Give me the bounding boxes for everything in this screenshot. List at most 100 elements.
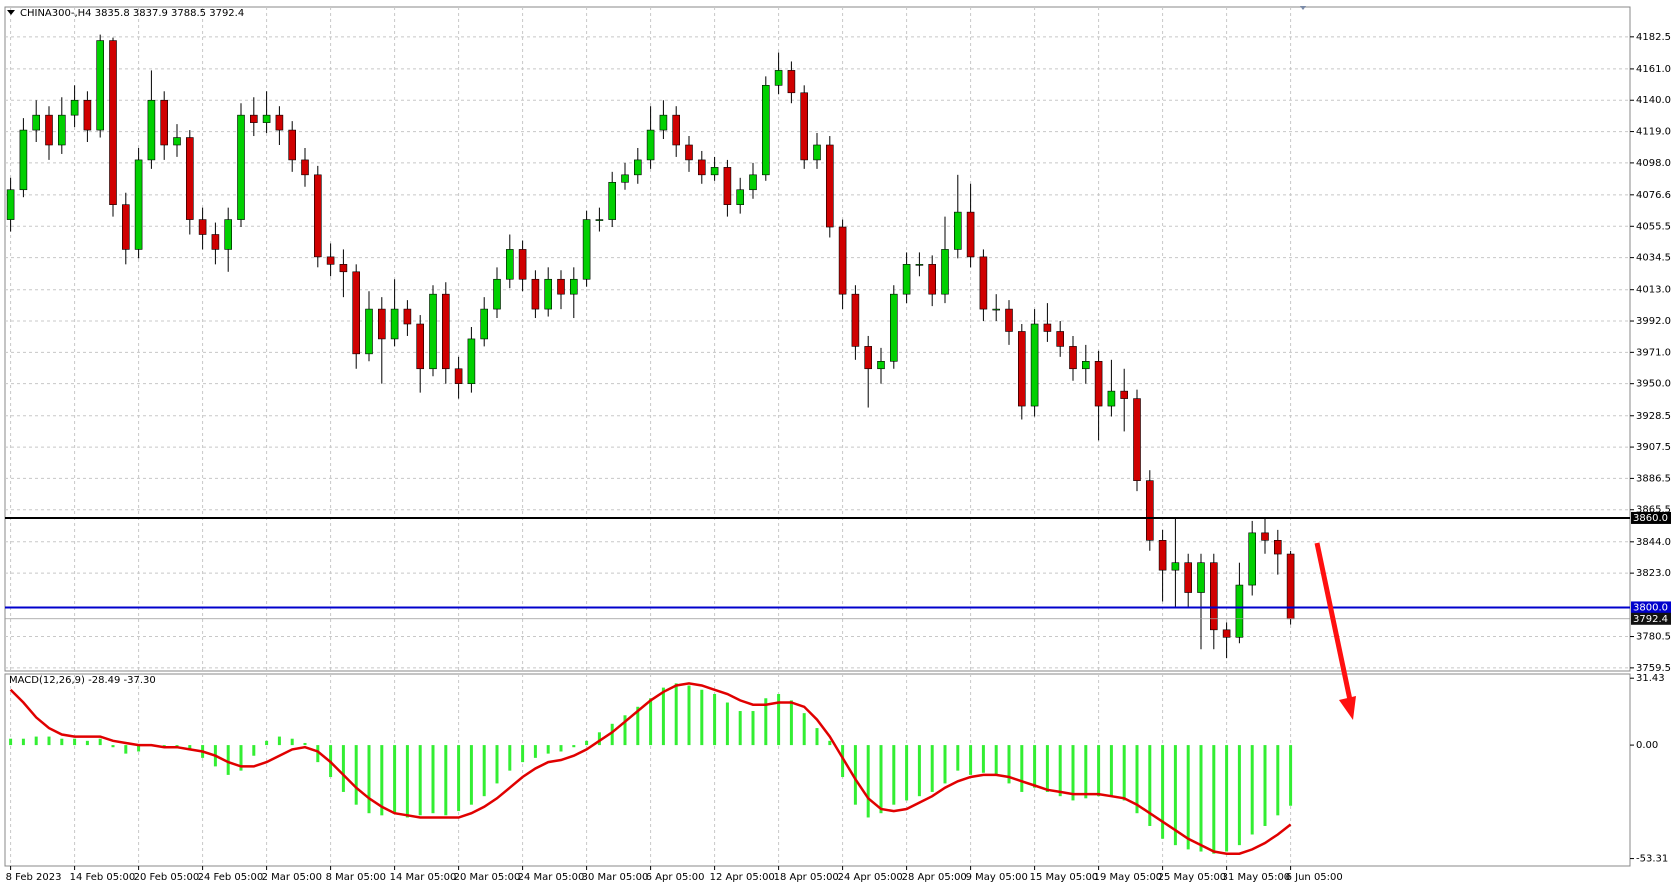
- candle-body: [454, 368, 463, 384]
- candle-body: [109, 40, 117, 205]
- candle-body: [173, 137, 181, 146]
- macd-bar: [687, 685, 691, 746]
- x-tick-label: 14 Mar 05:00: [390, 872, 457, 883]
- candle-body: [992, 308, 1001, 311]
- candle-body: [582, 219, 591, 280]
- y-tick-label: 3907.5: [1636, 442, 1671, 453]
- y-tick-label: 4182.5: [1636, 32, 1671, 43]
- x-tick-label: 8 Feb 2023: [6, 872, 62, 883]
- macd-bar: [661, 687, 665, 746]
- macd-bar: [828, 740, 832, 746]
- x-tick-label: 12 Apr 05:00: [710, 872, 775, 883]
- macd-bar: [713, 694, 717, 746]
- x-tick-label: 28 Apr 05:00: [902, 872, 967, 883]
- macd-bar: [239, 745, 243, 771]
- candle-body: [979, 256, 988, 310]
- level-box: [1631, 601, 1671, 614]
- macd-bar: [73, 738, 77, 746]
- candle-body: [32, 114, 41, 131]
- candle-body: [723, 167, 732, 205]
- macd-bar: [508, 745, 512, 771]
- macd-bar: [60, 738, 64, 746]
- candle-body: [800, 92, 809, 161]
- macd-bar: [354, 745, 358, 805]
- candle-body: [441, 293, 450, 370]
- candle-body: [1094, 361, 1103, 407]
- candle-body: [953, 211, 962, 250]
- macd-bar: [751, 711, 755, 746]
- y-tick-label: 3928.5: [1636, 411, 1671, 422]
- candle-body: [928, 264, 937, 295]
- macd-bar: [482, 745, 486, 797]
- macd-bar: [700, 689, 704, 746]
- macd-bar: [1109, 745, 1113, 797]
- macd-bar: [111, 745, 115, 748]
- candle-body: [544, 278, 553, 310]
- x-tick-label: 20 Feb 05:00: [134, 872, 200, 883]
- candle-body: [45, 114, 53, 146]
- level-box: [1631, 511, 1671, 524]
- macd-bar: [610, 723, 614, 746]
- macd-bar: [277, 736, 281, 746]
- y-tick-label: 4055.5: [1636, 221, 1671, 232]
- macd-bar: [841, 745, 845, 778]
- macd-bar: [802, 713, 806, 746]
- macd-bar: [1097, 745, 1101, 797]
- candle-body: [262, 114, 271, 123]
- macd-bar: [1084, 745, 1088, 799]
- candle-body: [339, 264, 348, 273]
- candle-body: [864, 346, 873, 370]
- x-tick-label: 14 Feb 05:00: [70, 872, 136, 883]
- y-tick-label: 4161.0: [1636, 64, 1671, 75]
- candle-body: [211, 234, 220, 250]
- macd-bar: [418, 745, 422, 816]
- macd-bar: [303, 742, 307, 746]
- macd-bar: [917, 745, 921, 797]
- macd-bar: [367, 745, 371, 814]
- candle-body: [480, 308, 489, 340]
- candle-body: [467, 338, 476, 384]
- macd-bar: [341, 745, 345, 792]
- y-tick-label: 4119.0: [1636, 127, 1671, 138]
- macd-bar: [1033, 745, 1037, 788]
- y-tick-label: 4034.5: [1636, 253, 1671, 264]
- x-tick-label: 30 Mar 05:00: [582, 872, 649, 883]
- x-tick-label: 24 Apr 05:00: [838, 872, 903, 883]
- candle-body: [774, 70, 783, 86]
- macd-bar: [1225, 745, 1229, 852]
- candle-body: [1056, 331, 1064, 347]
- macd-bar: [1071, 745, 1075, 801]
- macd-bar: [815, 728, 819, 746]
- candle-body: [697, 159, 706, 176]
- candle-body: [6, 189, 15, 220]
- candle-body: [633, 159, 642, 176]
- candle-body: [288, 129, 297, 161]
- candle-body: [1274, 540, 1282, 555]
- macd-bar: [994, 745, 998, 775]
- candle-body: [518, 249, 527, 280]
- macd-bar: [905, 745, 909, 801]
- macd-bar: [1237, 745, 1241, 846]
- candle-body: [1120, 390, 1128, 399]
- macd-bar: [777, 694, 781, 746]
- macd-bar: [930, 745, 934, 792]
- candle-body: [825, 144, 834, 228]
- macd-bar: [1135, 745, 1139, 814]
- macd-bar: [380, 745, 384, 816]
- macd-bar: [879, 745, 883, 814]
- candle-body: [19, 129, 28, 191]
- y-tick-label: 3971.0: [1636, 347, 1671, 358]
- candle-body: [275, 114, 284, 131]
- chart-title: CHINA300-,H4 3835.8 3837.9 3788.5 3792.4: [20, 8, 244, 19]
- macd-bar: [585, 740, 589, 746]
- candle-body: [122, 204, 130, 250]
- menu-arrow[interactable]: [7, 10, 15, 15]
- macd-bar: [137, 745, 141, 752]
- candle-body: [403, 308, 412, 325]
- candle-body: [595, 219, 604, 221]
- candle-body: [1248, 532, 1256, 586]
- macd-bar: [252, 745, 256, 756]
- candle-body: [352, 271, 361, 355]
- macd-bar: [1058, 745, 1062, 797]
